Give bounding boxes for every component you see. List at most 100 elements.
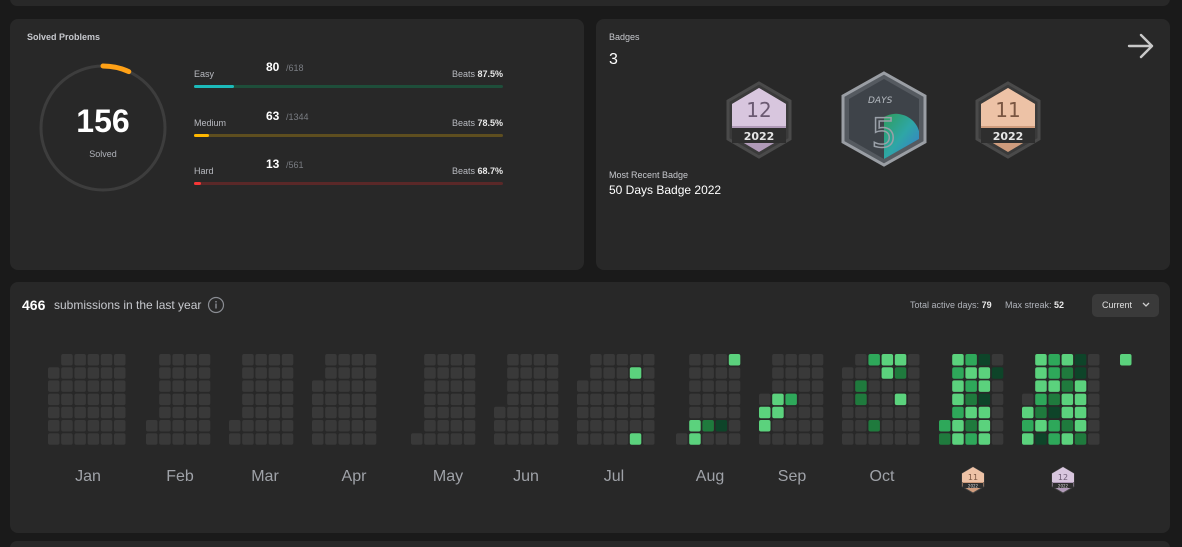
heatmap-cell[interactable] xyxy=(74,420,86,432)
heatmap-cell[interactable] xyxy=(785,420,797,432)
heatmap-cell[interactable] xyxy=(772,367,784,379)
heatmap-cell[interactable] xyxy=(546,367,559,379)
heatmap-cell[interactable] xyxy=(1035,420,1047,432)
heatmap-cell[interactable] xyxy=(61,354,73,366)
heatmap-cell[interactable] xyxy=(437,406,449,419)
heatmap-cell[interactable] xyxy=(978,393,991,406)
heatmap-cell[interactable] xyxy=(437,354,449,366)
heatmap-cell[interactable] xyxy=(908,367,920,379)
heatmap-cell[interactable] xyxy=(952,406,964,419)
heatmap-cell[interactable] xyxy=(616,367,629,379)
heatmap-cell[interactable] xyxy=(198,380,211,392)
heatmap-cell[interactable] xyxy=(1061,380,1074,392)
heatmap-cell[interactable] xyxy=(785,406,797,419)
heatmap-cell[interactable] xyxy=(1074,420,1087,432)
heatmap-cell[interactable] xyxy=(114,393,126,406)
heatmap-cell[interactable] xyxy=(991,393,1004,406)
heatmap-cell[interactable] xyxy=(463,354,476,366)
heatmap-cell[interactable] xyxy=(463,367,476,379)
heatmap-cell[interactable] xyxy=(590,393,602,406)
heatmap-cell[interactable] xyxy=(715,354,728,366)
heatmap-cell[interactable] xyxy=(1048,354,1060,366)
heatmap-cell[interactable] xyxy=(868,380,880,392)
heatmap-cell[interactable] xyxy=(87,420,100,432)
heatmap-cell[interactable] xyxy=(255,393,267,406)
heatmap-cell[interactable] xyxy=(338,367,350,379)
heatmap-cell[interactable] xyxy=(715,406,728,419)
heatmap-cell[interactable] xyxy=(242,393,254,406)
heatmap-cell[interactable] xyxy=(1022,393,1034,406)
heatmap-cell[interactable] xyxy=(312,380,324,392)
heatmap-cell[interactable] xyxy=(87,380,100,392)
heatmap-cell[interactable] xyxy=(507,420,519,432)
heatmap-cell[interactable] xyxy=(424,354,436,366)
heatmap-cell[interactable] xyxy=(978,354,991,366)
heatmap-cell[interactable] xyxy=(676,433,688,445)
heatmap-cell[interactable] xyxy=(546,420,559,432)
heatmap-cell[interactable] xyxy=(198,354,211,366)
heatmap-cell[interactable] xyxy=(643,406,655,419)
heatmap-cell[interactable] xyxy=(87,406,100,419)
heatmap-cell[interactable] xyxy=(146,433,158,445)
heatmap-cell[interactable] xyxy=(100,354,113,366)
heatmap-cell[interactable] xyxy=(520,367,532,379)
heatmap-cell[interactable] xyxy=(463,393,476,406)
heatmap-cell[interactable] xyxy=(868,420,880,432)
badge-11-2022-icon[interactable]: 11 2022 xyxy=(973,81,1043,159)
heatmap-cell[interactable] xyxy=(965,354,977,366)
heatmap-cell[interactable] xyxy=(114,367,126,379)
heatmap-cell[interactable] xyxy=(1035,354,1047,366)
heatmap-cell[interactable] xyxy=(1088,380,1100,392)
heatmap-cell[interactable] xyxy=(74,406,86,419)
heatmap-cell[interactable] xyxy=(643,367,655,379)
heatmap-cell[interactable] xyxy=(702,420,714,432)
heatmap-cell[interactable] xyxy=(590,433,602,445)
heatmap-cell[interactable] xyxy=(855,393,867,406)
heatmap-cell[interactable] xyxy=(114,354,126,366)
heatmap-cell[interactable] xyxy=(463,380,476,392)
heatmap-cell[interactable] xyxy=(424,406,436,419)
heatmap-cell[interactable] xyxy=(198,433,211,445)
heatmap-cell[interactable] xyxy=(842,420,854,432)
heatmap-cell[interactable] xyxy=(577,433,589,445)
heatmap-cell[interactable] xyxy=(185,420,198,432)
heatmap-cell[interactable] xyxy=(868,406,880,419)
heatmap-cell[interactable] xyxy=(255,367,267,379)
heatmap-cell[interactable] xyxy=(855,367,867,379)
heatmap-cell[interactable] xyxy=(908,380,920,392)
heatmap-cell[interactable] xyxy=(1061,433,1074,445)
heatmap-cell[interactable] xyxy=(325,367,337,379)
heatmap-cell[interactable] xyxy=(772,433,784,445)
heatmap-cell[interactable] xyxy=(533,406,546,419)
heatmap-cell[interactable] xyxy=(87,354,100,366)
heatmap-cell[interactable] xyxy=(881,354,894,366)
heatmap-cell[interactable] xyxy=(520,406,532,419)
mini-badge-11-icon[interactable]: 11 2022 xyxy=(960,466,986,494)
heatmap-cell[interactable] xyxy=(728,393,741,406)
heatmap-cell[interactable] xyxy=(855,380,867,392)
heatmap-cell[interactable] xyxy=(991,420,1004,432)
heatmap-cell[interactable] xyxy=(952,433,964,445)
heatmap-cell[interactable] xyxy=(172,380,184,392)
heatmap-cell[interactable] xyxy=(577,393,589,406)
heatmap-cell[interactable] xyxy=(855,433,867,445)
heatmap-cell[interactable] xyxy=(965,420,977,432)
heatmap-cell[interactable] xyxy=(759,406,771,419)
heatmap-cell[interactable] xyxy=(1035,393,1047,406)
heatmap-cell[interactable] xyxy=(728,406,741,419)
heatmap-cell[interactable] xyxy=(159,406,171,419)
heatmap-cell[interactable] xyxy=(48,393,60,406)
heatmap-cell[interactable] xyxy=(338,354,350,366)
heatmap-cell[interactable] xyxy=(643,380,655,392)
heatmap-cell[interactable] xyxy=(437,380,449,392)
heatmap-cell[interactable] xyxy=(494,433,506,445)
heatmap-cell[interactable] xyxy=(351,367,364,379)
heatmap-cell[interactable] xyxy=(437,433,449,445)
heatmap-cell[interactable] xyxy=(798,433,811,445)
heatmap-cell[interactable] xyxy=(100,393,113,406)
heatmap-cell[interactable] xyxy=(952,420,964,432)
heatmap-cell[interactable] xyxy=(255,380,267,392)
heatmap-cell[interactable] xyxy=(689,367,701,379)
heatmap-cell[interactable] xyxy=(338,420,350,432)
heatmap-cell[interactable] xyxy=(507,433,519,445)
